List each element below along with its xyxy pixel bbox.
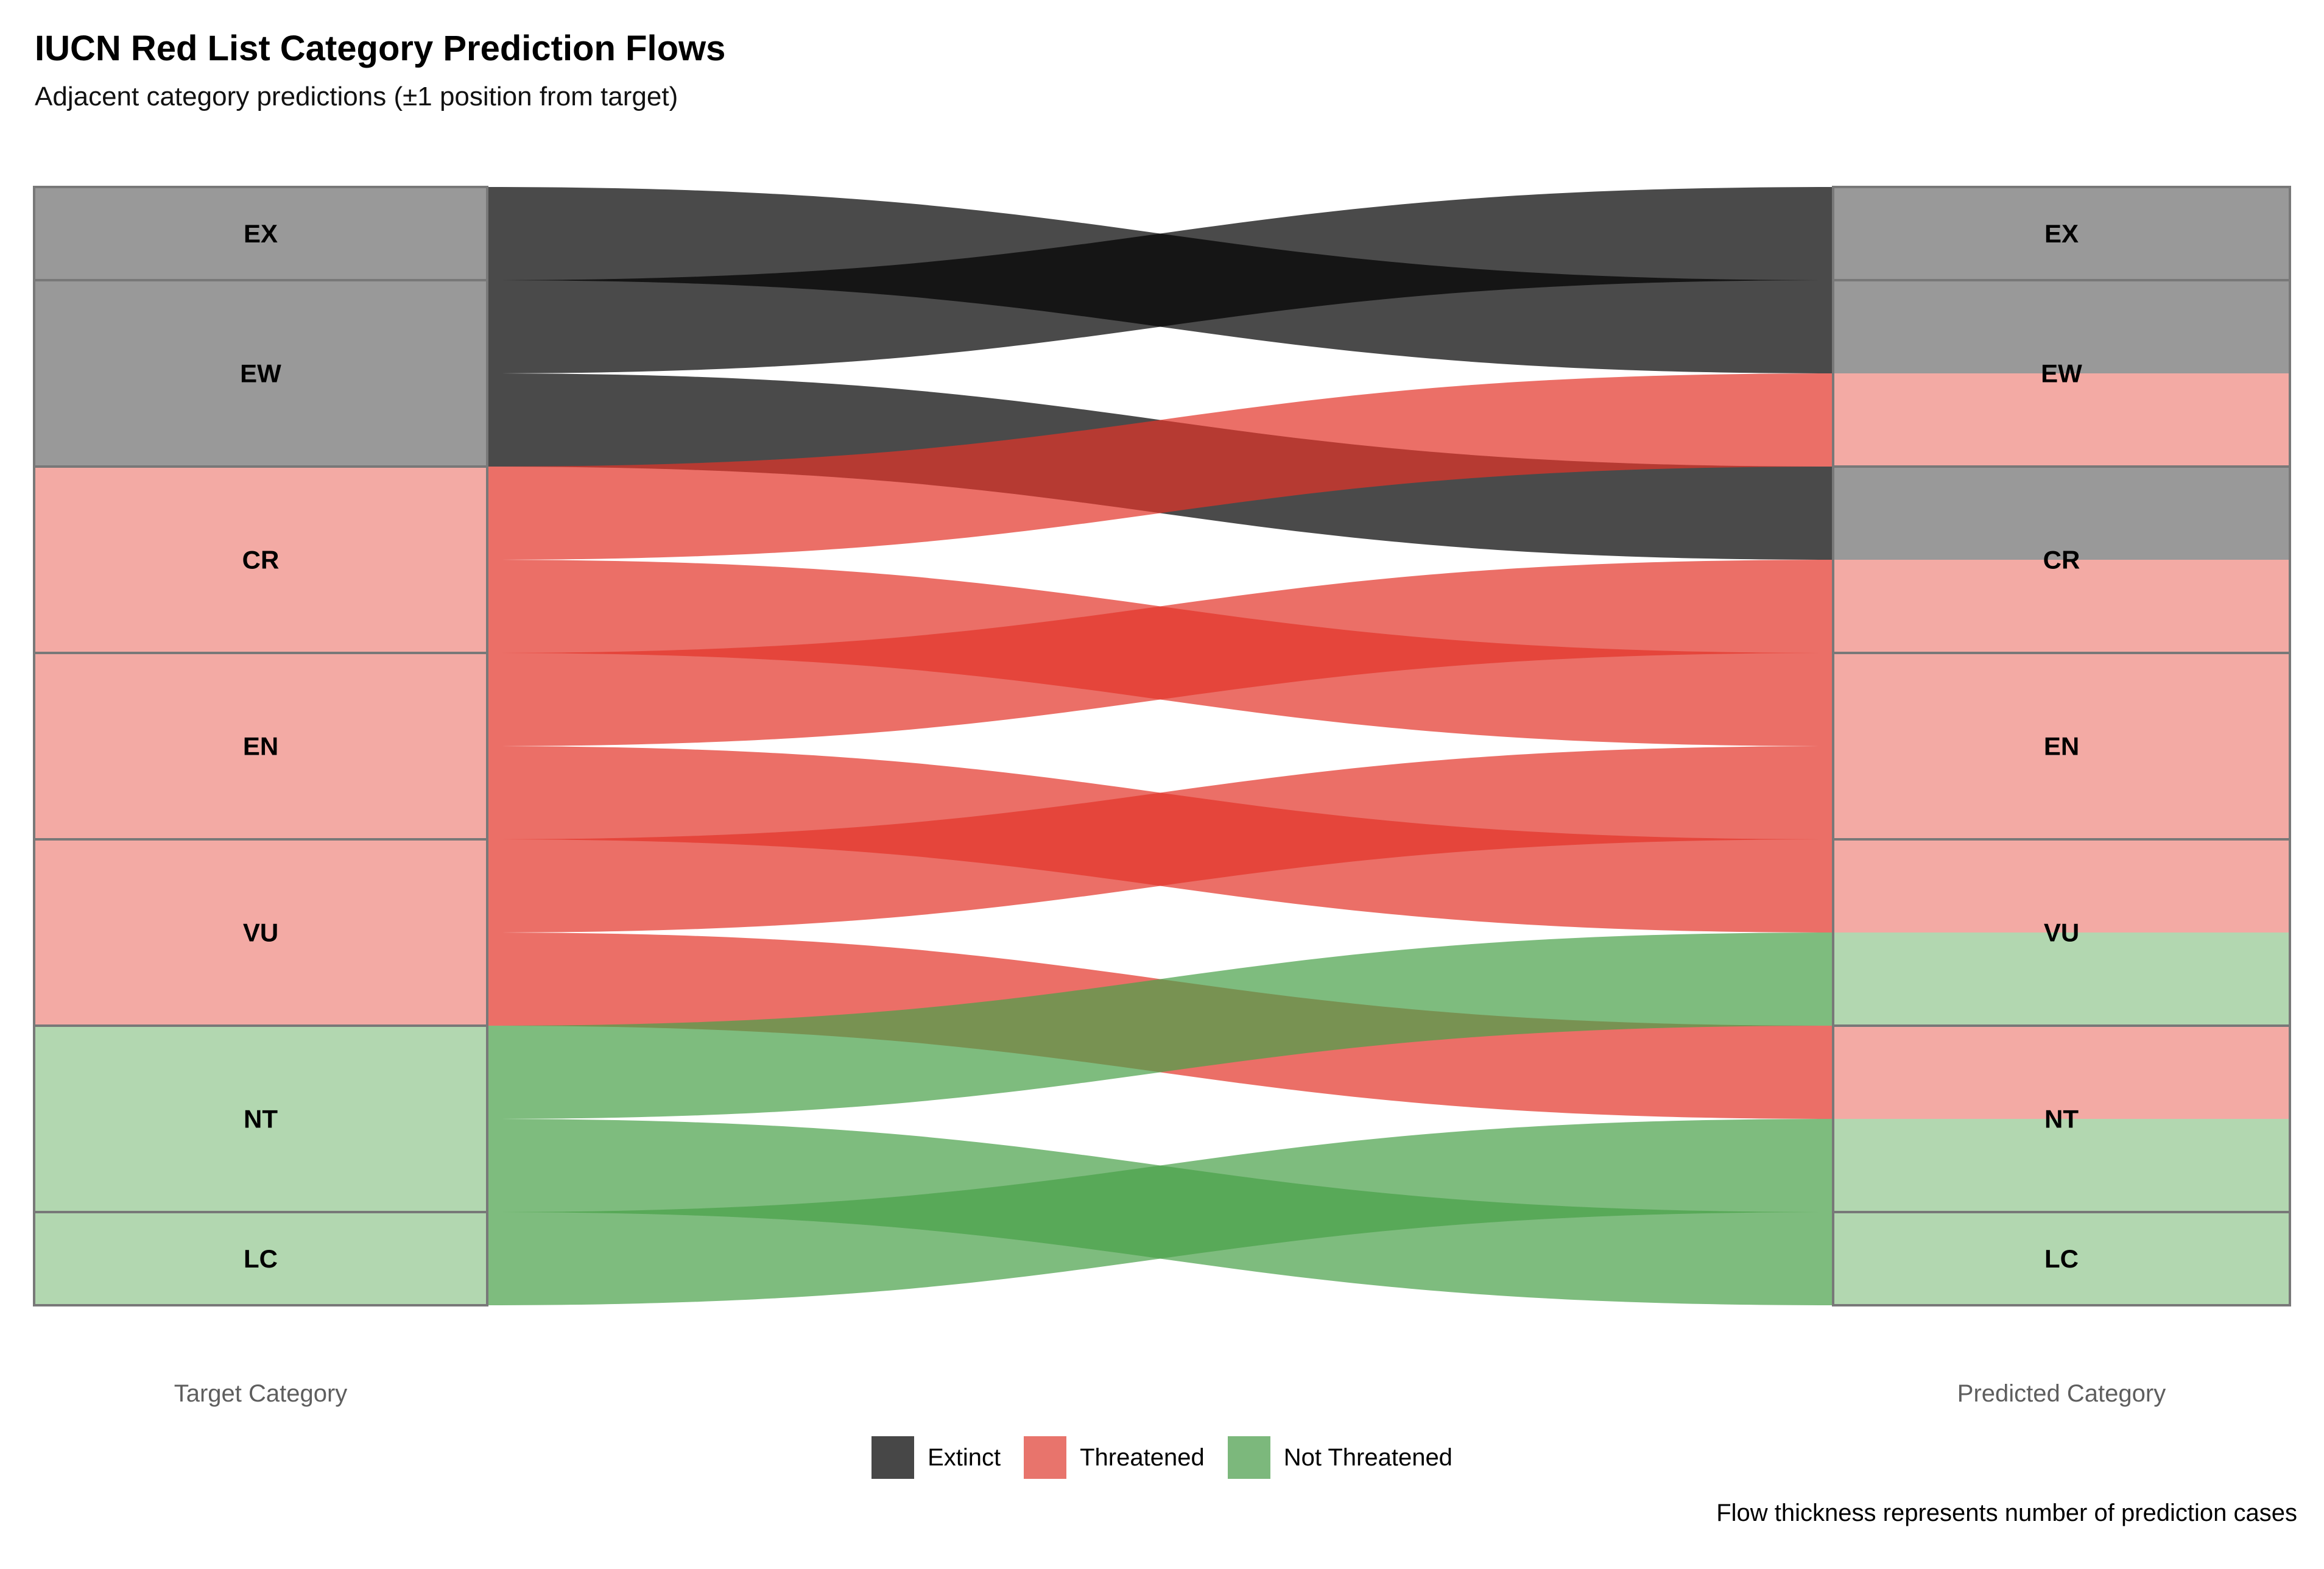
target-nodes xyxy=(34,187,487,1305)
node-right-NT-label: NT xyxy=(2044,1105,2079,1134)
flow-NT-VU xyxy=(487,933,1833,1119)
node-borders xyxy=(33,186,2291,1306)
node-right-VU-label: VU xyxy=(2044,918,2079,947)
predicted-node-segments xyxy=(1833,187,2290,1305)
node-right-EW-label: EW xyxy=(2041,359,2082,388)
legend: Extinct Threatened Not Threatened xyxy=(0,1436,2324,1479)
node-right-LC-border xyxy=(1832,1211,2291,1306)
node-right-VU-segment-0 xyxy=(1833,839,2290,933)
threatened-swatch-icon xyxy=(1024,1436,1067,1479)
flow-EN-CR xyxy=(487,560,1833,746)
right-axis-label: Predicted Category xyxy=(1957,1380,2166,1407)
node-left-EX-label: EX xyxy=(244,219,278,248)
node-left-EN-label: EN xyxy=(243,732,278,761)
legend-label-not-threatened: Not Threatened xyxy=(1283,1444,1452,1471)
node-left-EX xyxy=(34,187,487,280)
node-left-LC-border xyxy=(33,1211,488,1306)
chart-subtitle: Adjacent category predictions (±1 positi… xyxy=(35,82,678,111)
node-right-VU-segment-1 xyxy=(1833,933,2290,1026)
legend-item-threatened: Threatened xyxy=(1024,1436,1205,1479)
node-right-EX-segment-0 xyxy=(1833,187,2290,280)
legend-label-threatened: Threatened xyxy=(1080,1444,1205,1471)
flow-VU-EN xyxy=(487,746,1833,933)
node-right-EX-label: EX xyxy=(2044,219,2079,248)
legend-item-extinct: Extinct xyxy=(872,1436,1001,1479)
node-right-EN-segment-0 xyxy=(1833,653,2290,746)
node-left-EW xyxy=(34,280,487,467)
legend-item-not-threatened: Not Threatened xyxy=(1227,1436,1452,1479)
flow-EW-EX xyxy=(487,187,1833,373)
footnote: Flow thickness represents number of pred… xyxy=(1716,1500,2297,1526)
node-right-CR-segment-1 xyxy=(1833,560,2290,653)
node-left-EN xyxy=(34,653,487,839)
flow-CR-EW xyxy=(487,373,1833,560)
node-left-EW-label: EW xyxy=(240,359,281,388)
extinct-swatch-icon xyxy=(872,1436,915,1479)
node-right-EW-segment-0 xyxy=(1833,280,2290,373)
node-right-EW-segment-1 xyxy=(1833,373,2290,467)
node-left-LC xyxy=(34,1212,487,1305)
flow-ribbons xyxy=(487,187,1833,1305)
node-left-NT-label: NT xyxy=(244,1105,278,1134)
left-axis-label: Target Category xyxy=(174,1380,348,1407)
node-left-VU-label: VU xyxy=(243,918,278,947)
node-left-CR xyxy=(34,467,487,653)
node-right-NT-segment-0 xyxy=(1833,1026,2290,1119)
node-left-CR-label: CR xyxy=(242,546,280,574)
node-right-LC-segment-0 xyxy=(1833,1212,2290,1305)
not-threatened-swatch-icon xyxy=(1227,1436,1270,1479)
node-left-LC-label: LC xyxy=(244,1244,278,1273)
node-right-LC-label: LC xyxy=(2044,1244,2079,1273)
node-right-NT-segment-1 xyxy=(1833,1119,2290,1212)
node-left-NT xyxy=(34,1026,487,1212)
flow-LC-NT xyxy=(487,1119,1833,1305)
node-left-VU xyxy=(34,839,487,1026)
chart-title: IUCN Red List Category Prediction Flows xyxy=(35,29,726,68)
node-right-EN-label: EN xyxy=(2044,732,2079,761)
node-labels: EX EX EW EW CR CR EN EN VU VU NT NT LC LC xyxy=(240,219,2082,1273)
node-right-EN-segment-1 xyxy=(1833,746,2290,839)
legend-label-extinct: Extinct xyxy=(928,1444,1001,1471)
node-right-CR-segment-0 xyxy=(1833,467,2290,560)
node-right-CR-label: CR xyxy=(2043,546,2080,574)
